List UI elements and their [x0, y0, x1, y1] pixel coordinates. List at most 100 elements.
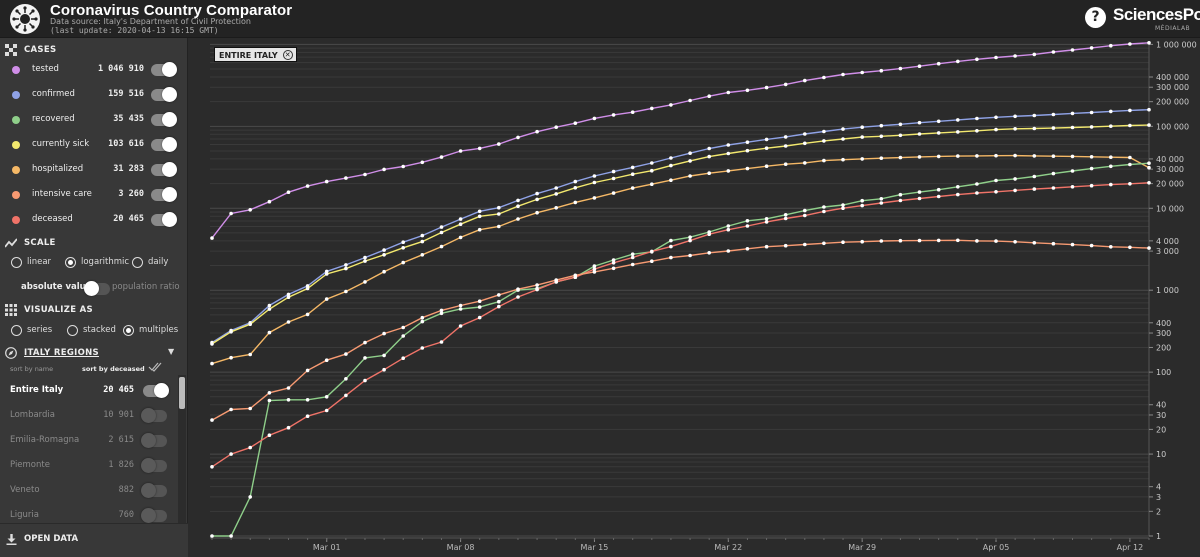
medialab-brand-sub: MÉDIALAB	[1155, 25, 1191, 32]
case-row-recovered[interactable]: recovered 35 435	[0, 108, 188, 132]
case-toggle[interactable]	[151, 62, 177, 77]
region-row-liguria[interactable]: Liguria 760	[0, 504, 178, 528]
data-point	[841, 127, 845, 131]
data-point	[573, 200, 578, 205]
data-point	[382, 331, 386, 336]
region-toggle[interactable]	[141, 408, 167, 423]
scale-linear-label[interactable]: linear	[27, 257, 52, 267]
data-point	[1089, 125, 1094, 129]
sciencespo-brand-logo[interactable]: SciencesPo	[1113, 5, 1200, 24]
data-point	[994, 127, 998, 132]
region-toggle[interactable]	[141, 433, 167, 448]
x-tick-label: Mar 08	[447, 543, 475, 552]
data-point	[554, 192, 558, 196]
case-toggle[interactable]	[151, 212, 177, 227]
case-toggle[interactable]	[151, 137, 177, 152]
region-tag[interactable]: ENTIRE ITALY ✕	[214, 47, 297, 62]
sort-by-deceased-button[interactable]: sort by deceased	[82, 365, 145, 373]
population-ratio-toggle[interactable]	[84, 281, 110, 296]
case-row-hospitalized[interactable]: hospitalized 31 283	[0, 158, 188, 182]
case-row-intensive-care[interactable]: intensive care 3 260	[0, 183, 188, 207]
case-toggle[interactable]	[151, 187, 177, 202]
data-point	[458, 235, 463, 240]
data-point	[898, 238, 903, 243]
data-point	[1070, 111, 1075, 116]
region-row-emilia-romagna[interactable]: Emilia-Romagna 2 615	[0, 429, 178, 453]
data-point	[917, 155, 922, 159]
population-ratio-label[interactable]: population ratio	[112, 282, 180, 292]
open-data-label[interactable]: OPEN DATA	[24, 534, 79, 544]
region-toggle[interactable]	[141, 508, 167, 523]
region-row-lombardia[interactable]: Lombardia 10 901	[0, 404, 178, 428]
case-row-currently-sick[interactable]: currently sick 103 616	[0, 133, 188, 157]
region-label: Liguria	[10, 510, 39, 520]
data-point	[592, 270, 597, 274]
visualize-series-label[interactable]: series	[27, 325, 53, 335]
data-point	[1089, 243, 1094, 248]
scale-daily-label[interactable]: daily	[148, 257, 169, 267]
case-row-tested[interactable]: tested 1 046 910	[0, 58, 188, 82]
region-toggle[interactable]	[141, 458, 167, 473]
data-point	[841, 240, 845, 244]
series-color-dot	[12, 216, 20, 224]
region-toggle[interactable]	[143, 383, 169, 398]
data-point	[1032, 154, 1037, 158]
data-point	[382, 269, 386, 274]
visualize-multiples-label[interactable]: multiples	[139, 325, 179, 335]
close-icon[interactable]: ✕	[282, 50, 293, 60]
regions-section-header[interactable]: ITALY REGIONS ▼	[0, 343, 188, 365]
data-point	[248, 495, 252, 499]
data-point	[1128, 42, 1132, 46]
data-point	[936, 61, 941, 66]
scale-logarithmic-radio[interactable]	[65, 257, 76, 268]
data-point	[324, 297, 329, 301]
scale-logarithmic-label[interactable]: logarithmic	[81, 257, 130, 267]
data-point	[783, 243, 788, 248]
data-point	[477, 146, 482, 151]
data-point	[1109, 43, 1113, 48]
region-row-entire-italy[interactable]: Entire Italy 20 465	[0, 379, 178, 403]
scale-linear-radio[interactable]	[11, 257, 22, 268]
region-toggle[interactable]	[141, 483, 167, 498]
data-point	[439, 311, 444, 316]
data-point	[401, 334, 405, 338]
case-toggle[interactable]	[151, 112, 177, 127]
data-point	[344, 176, 348, 180]
visualize-options: series stacked multiples	[0, 322, 188, 340]
chevron-down-icon[interactable]: ▼	[168, 347, 175, 356]
case-toggle[interactable]	[151, 162, 177, 177]
region-row-veneto[interactable]: Veneto 882	[0, 479, 178, 503]
data-point	[382, 167, 386, 172]
data-point	[1147, 161, 1151, 165]
region-row-piemonte[interactable]: Piemonte 1 826	[0, 454, 178, 478]
visualize-multiples-radio[interactable]	[123, 325, 134, 336]
absolute-values-label[interactable]: absolute values	[21, 282, 97, 292]
scale-daily-radio[interactable]	[132, 257, 143, 268]
data-point	[401, 356, 405, 361]
data-point	[975, 182, 979, 186]
regions-title[interactable]: ITALY REGIONS	[24, 348, 99, 358]
case-label: deceased	[32, 214, 73, 224]
case-toggle[interactable]	[151, 87, 177, 102]
data-point	[1128, 123, 1132, 128]
visualize-series-radio[interactable]	[11, 325, 22, 336]
open-data-button[interactable]: OPEN DATA	[0, 523, 188, 557]
case-row-deceased[interactable]: deceased 20 465	[0, 208, 188, 232]
data-point	[1147, 246, 1151, 250]
y-tick-label: 20	[1156, 425, 1166, 434]
case-row-confirmed[interactable]: confirmed 159 516	[0, 83, 188, 107]
help-button[interactable]: ?	[1085, 7, 1106, 28]
series-line-intensive-care	[211, 239, 1150, 421]
visualize-stacked-label[interactable]: stacked	[83, 325, 116, 335]
data-point	[324, 408, 329, 413]
series-color-dot	[12, 66, 20, 74]
data-point	[650, 182, 654, 186]
region-list-scrollbar[interactable]	[178, 375, 186, 523]
data-point	[401, 240, 405, 244]
sort-by-name-button[interactable]: sort by name	[10, 365, 54, 373]
visualize-stacked-radio[interactable]	[67, 325, 78, 336]
region-list-scrollbar-thumb[interactable]	[179, 377, 185, 409]
data-point	[630, 172, 635, 176]
double-check-icon[interactable]	[148, 362, 162, 372]
virus-logo-icon[interactable]	[10, 4, 40, 34]
